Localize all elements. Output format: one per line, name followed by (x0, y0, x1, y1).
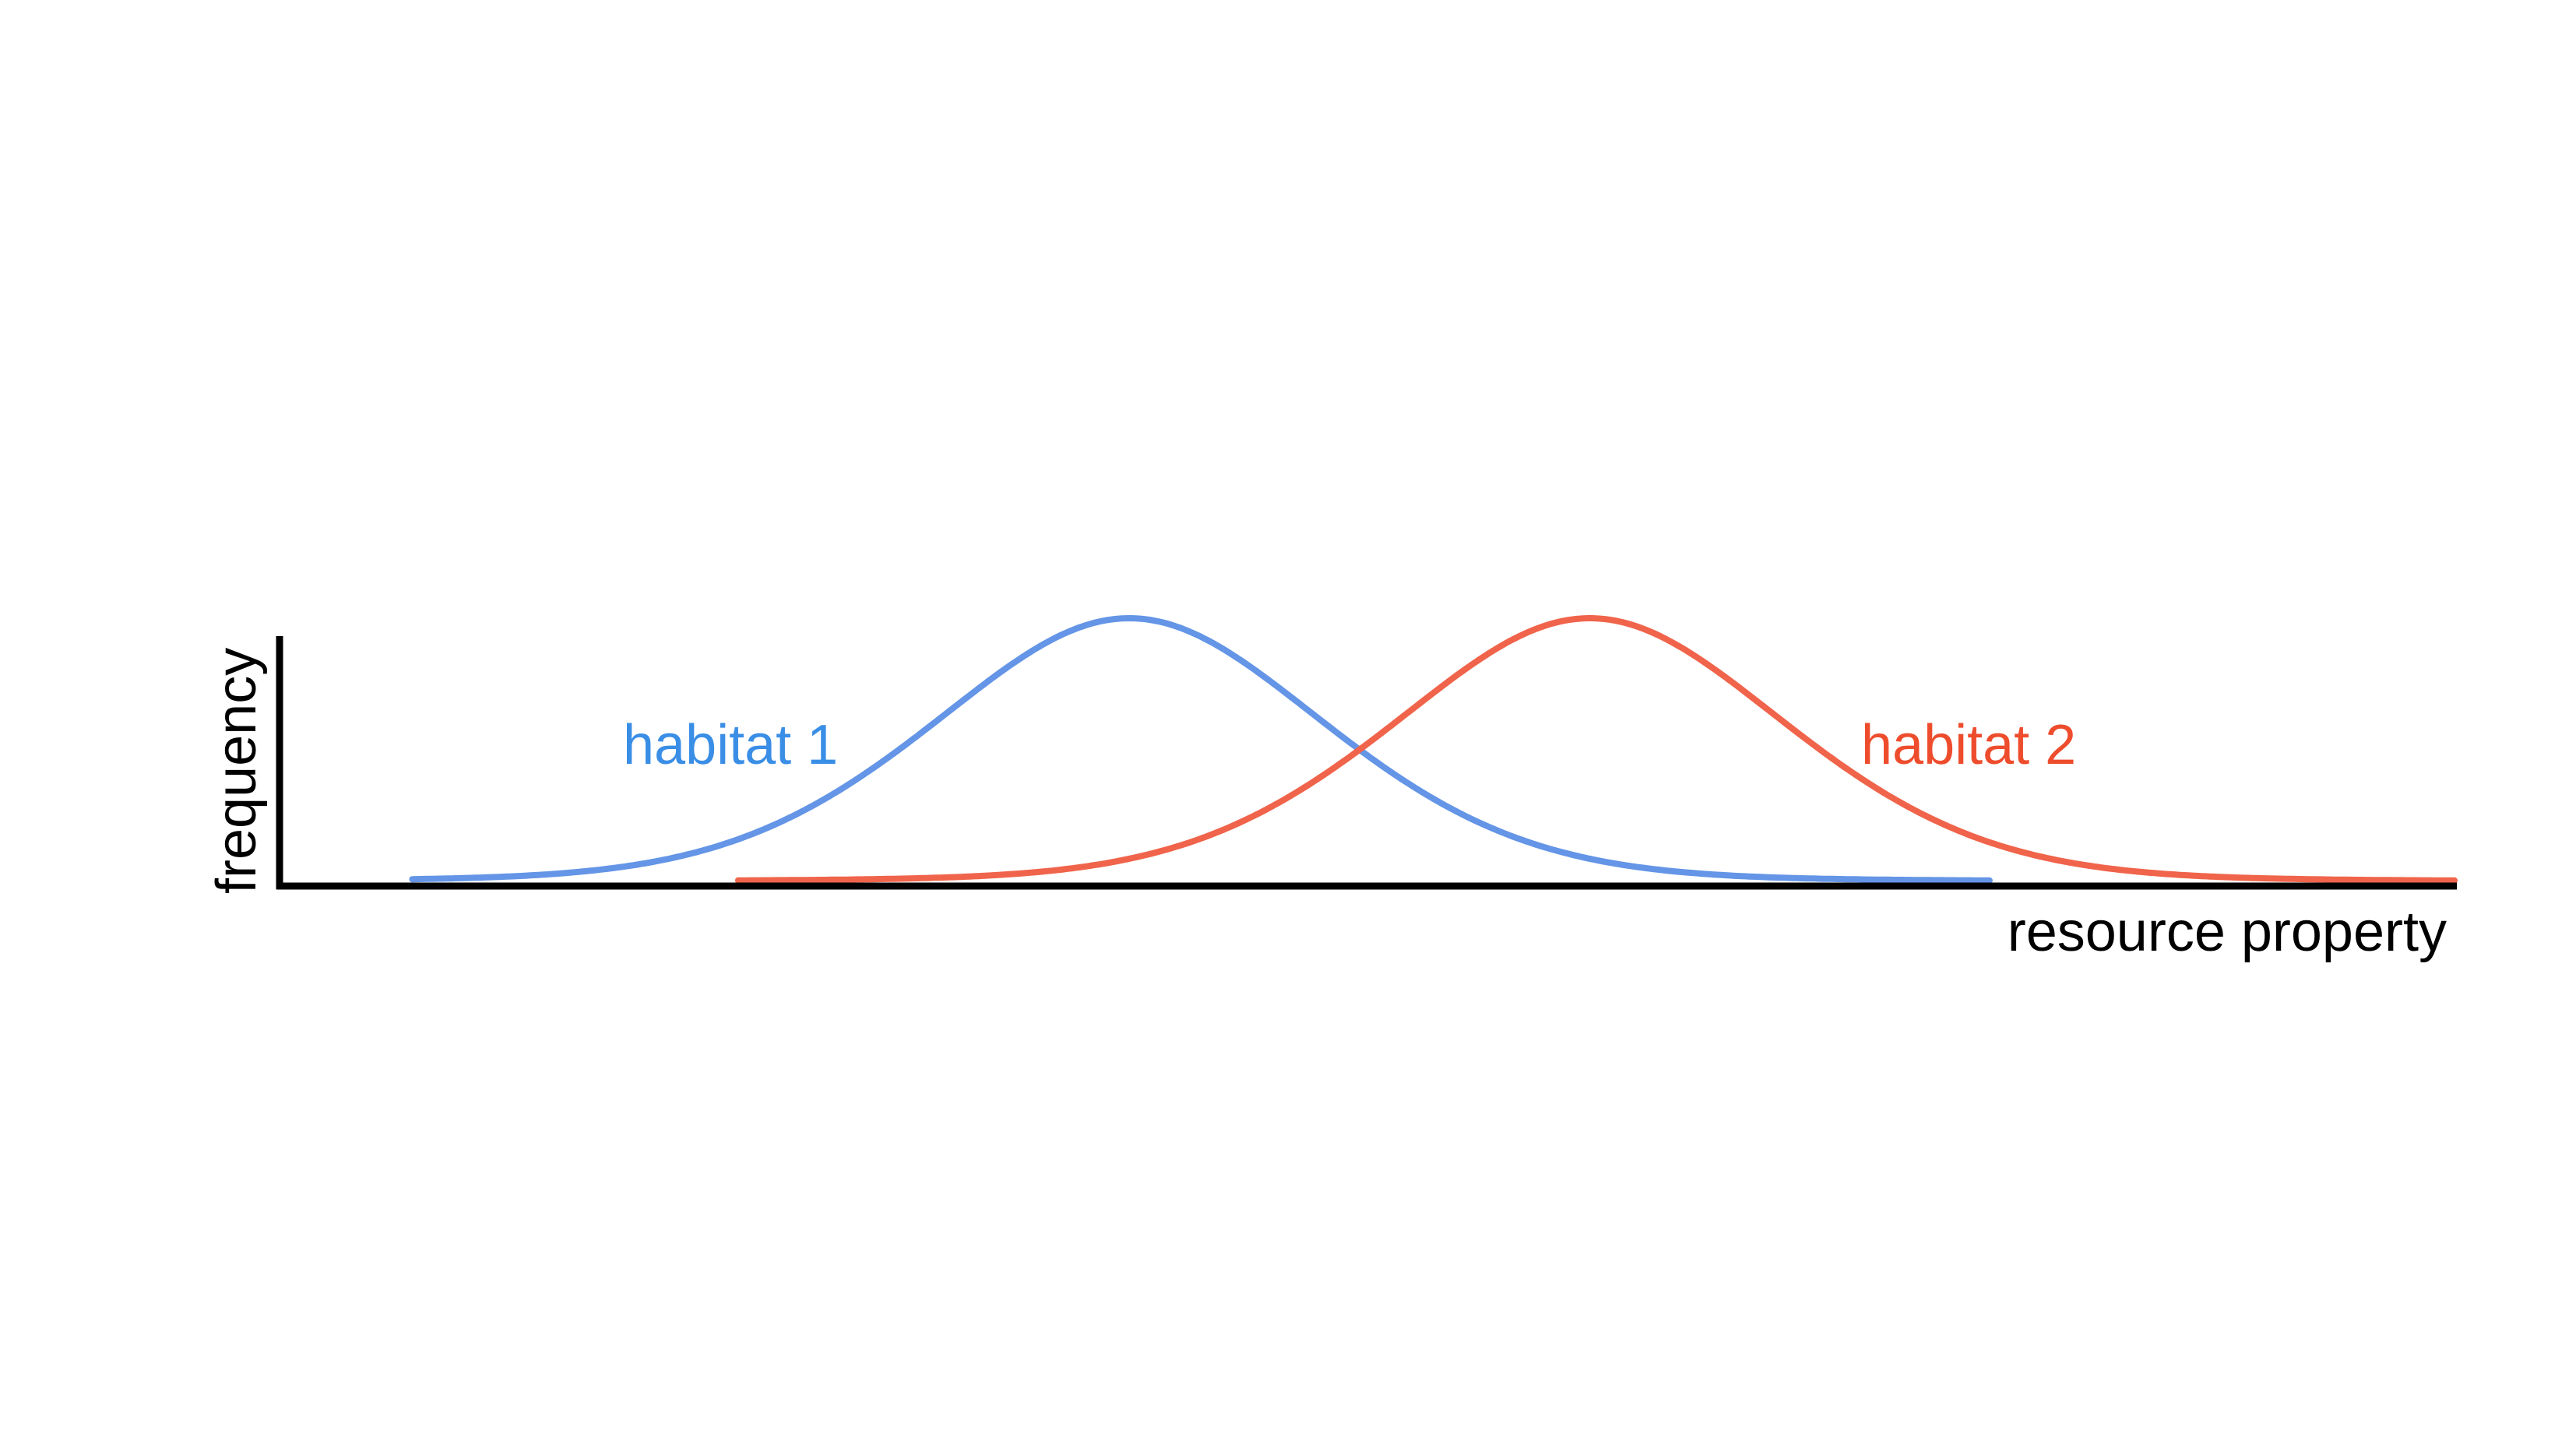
y-axis-label: frequency (206, 648, 268, 894)
habitat-2-label: habitat 2 (1861, 714, 2076, 776)
habitat-1-curve (409, 615, 1993, 884)
habitat-2-curve (734, 615, 2458, 884)
x-axis-label: resource property (2008, 901, 2447, 963)
habitat-1-label: habitat 1 (623, 714, 838, 776)
